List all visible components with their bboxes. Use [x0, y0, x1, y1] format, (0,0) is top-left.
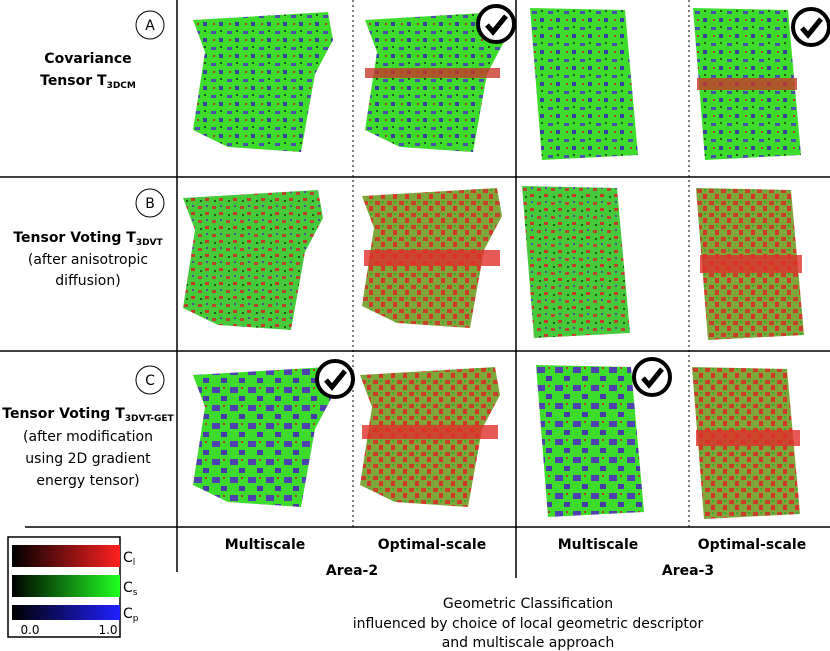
area-label: Area-2: [326, 563, 378, 579]
column-label: Optimal-scale: [698, 537, 806, 553]
legend-min: 0.0: [20, 623, 39, 637]
row-letter: C: [145, 373, 155, 389]
legend-subscript: l: [133, 558, 136, 568]
legend-symbol: C: [123, 580, 133, 596]
grid-lines: [0, 0, 830, 578]
column-label: Multiscale: [558, 537, 639, 553]
row-note: energy tensor): [36, 473, 139, 489]
row-note: diffusion): [55, 273, 120, 289]
row-title-text: Tensor Voting T: [2, 406, 125, 422]
caption-line: influenced by choice of local geometric …: [353, 616, 704, 632]
caption: Geometric Classification influenced by c…: [353, 596, 704, 651]
legend-symbol: C: [123, 606, 133, 622]
row-note: using 2D gradient: [25, 451, 151, 467]
column-label: Multiscale: [225, 537, 306, 553]
column-label: Optimal-scale: [378, 537, 486, 553]
row-note: (after anisotropic: [28, 252, 148, 268]
row-note: (after modification: [23, 429, 153, 445]
row-letter: B: [145, 196, 155, 212]
row-title: Tensor Voting T3DVT: [13, 230, 163, 248]
row-labels: A Covariance Tensor T3DCM B Tensor Votin…: [2, 10, 175, 489]
row-subscript: 3DVT-GET: [125, 414, 175, 424]
legend-label: Cl: [123, 550, 135, 568]
legend-symbol: C: [123, 550, 133, 566]
row-subscript: 3DVT: [136, 238, 164, 248]
legend: Cl Cs Cp 0.0 1.0: [7, 536, 139, 638]
legend-label: Cs: [123, 580, 138, 598]
caption-line: and multiscale approach: [442, 635, 615, 651]
legend-label: Cp: [123, 606, 139, 624]
area-label: Area-3: [662, 563, 714, 579]
row-title: Tensor Voting T3DVT-GET: [2, 406, 174, 424]
legend-subscript: p: [133, 614, 139, 624]
row-subscript: 3DCM: [107, 81, 136, 91]
row-title-text: Tensor T: [40, 73, 107, 89]
map-panels: [183, 6, 829, 519]
row-title: Tensor T3DCM: [40, 73, 136, 91]
legend-subscript: s: [133, 588, 138, 598]
column-labels: Multiscale Optimal-scale Multiscale Opti…: [225, 537, 807, 579]
row-title: Covariance: [44, 51, 131, 67]
legend-max: 1.0: [98, 623, 117, 637]
caption-line: Geometric Classification: [443, 596, 613, 612]
row-title-text: Tensor Voting T: [13, 230, 136, 246]
row-letter: A: [145, 18, 155, 34]
